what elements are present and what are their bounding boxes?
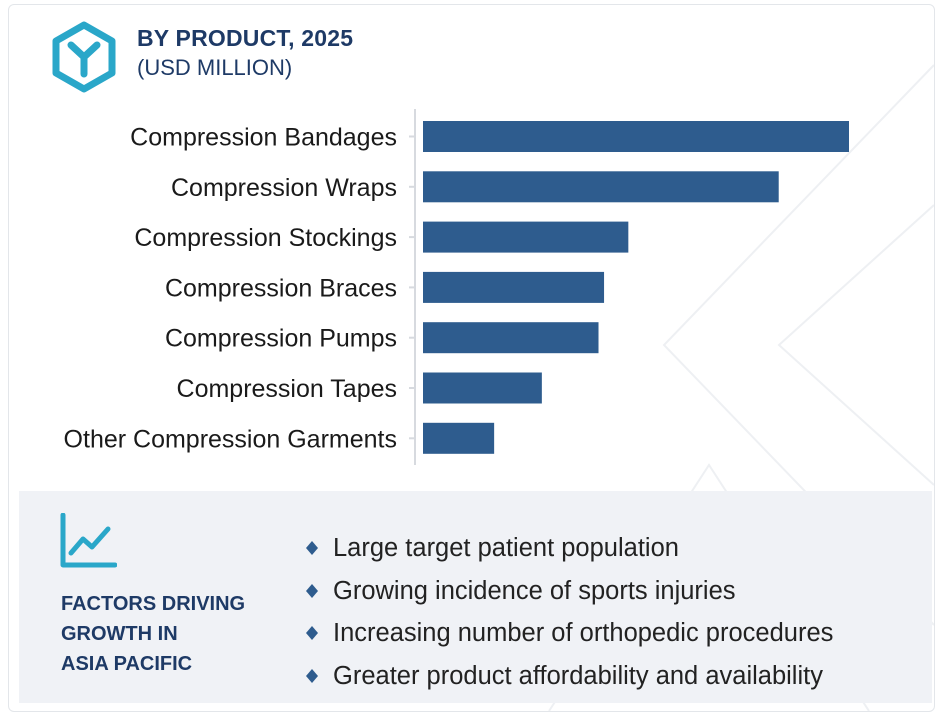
- bar: [423, 372, 542, 404]
- diamond-bullet-icon: [306, 541, 318, 555]
- category-label: Compression Wraps: [171, 174, 397, 202]
- category-label: Compression Stockings: [134, 224, 397, 252]
- factor-text: Greater product affordability and availa…: [333, 661, 823, 690]
- factors-title-line: GROWTH IN: [61, 623, 178, 645]
- factor-item: Increasing number of orthopedic procedur…: [305, 612, 833, 655]
- chart-subtitle: (USD MILLION): [137, 55, 293, 80]
- bar-chart: Compression Bandages Compression Wraps Com…: [64, 109, 849, 465]
- diamond-bullet-icon: [306, 626, 318, 640]
- bar: [423, 171, 779, 203]
- factor-item: Growing incidence of sports injuries: [305, 570, 833, 613]
- factors-panel: FACTORS DRIVING GROWTH IN ASIA PACIFIC L…: [19, 491, 932, 703]
- trend-line-chart-icon: [60, 513, 117, 568]
- bar: [423, 121, 849, 152]
- factor-text: Increasing number of orthopedic procedur…: [333, 619, 834, 647]
- diamond-bullet-icon: [306, 668, 318, 683]
- category-label: Compression Braces: [165, 274, 397, 302]
- infographic-card: BY PRODUCT, 2025 (USD MILLION) Compressi…: [8, 4, 935, 712]
- factor-item: Large target patient population: [305, 527, 833, 570]
- bar: [423, 322, 599, 354]
- hexagon-y-logo-icon: [52, 21, 116, 93]
- diamond-bullet-icon: [306, 583, 318, 598]
- bar: [423, 422, 495, 454]
- factor-item: Greater product affordability and availa…: [305, 655, 833, 698]
- category-label: Compression Pumps: [165, 325, 397, 353]
- bar: [423, 221, 629, 253]
- category-label: Compression Tapes: [177, 375, 397, 403]
- factor-text: Large target patient population: [333, 534, 679, 562]
- factors-title-line: ASIA PACIFIC: [61, 653, 193, 675]
- bar: [423, 271, 605, 303]
- category-label: Compression Bandages: [130, 124, 397, 152]
- factors-title: FACTORS DRIVING GROWTH IN ASIA PACIFIC: [61, 589, 281, 679]
- category-label: Other Compression Garments: [64, 425, 397, 453]
- chart-header: BY PRODUCT, 2025 (USD MILLION): [9, 5, 934, 105]
- chart-title: BY PRODUCT, 2025: [137, 25, 354, 51]
- factors-title-line: FACTORS DRIVING: [61, 593, 246, 615]
- factor-text: Growing incidence of sports injuries: [333, 576, 736, 605]
- factors-list: Large target patient population Growing …: [305, 527, 833, 697]
